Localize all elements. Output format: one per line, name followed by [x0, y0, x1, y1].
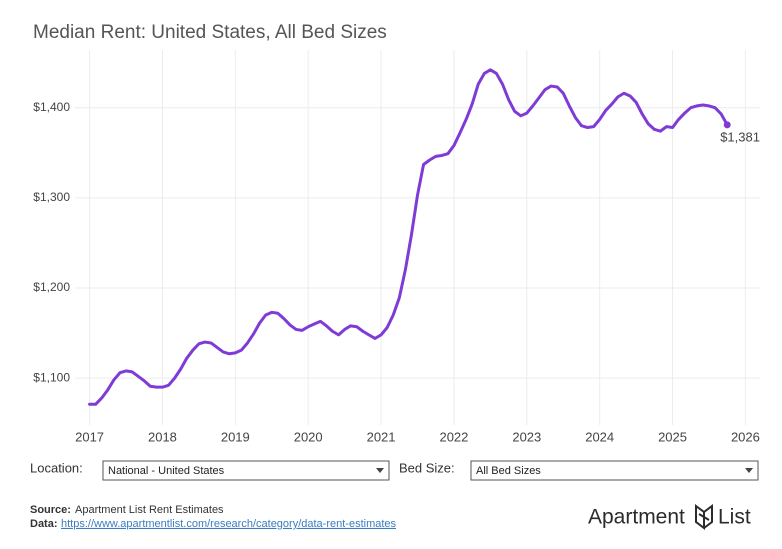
x-tick-label: 2024	[585, 429, 614, 444]
line	[88, 68, 729, 406]
x-tick-label: 2023	[512, 429, 541, 444]
logo-icon	[695, 504, 713, 530]
plot	[88, 68, 731, 406]
source-label: Source:	[30, 504, 71, 516]
source-text: Apartment List Rent Estimates	[75, 504, 224, 516]
logo-text: Apartment	[588, 506, 685, 529]
y-tick-label: $1,100	[33, 370, 70, 384]
location-value: National - United States	[108, 465, 225, 477]
chart-title: Median Rent: United States, All Bed Size…	[33, 22, 387, 43]
grid	[75, 50, 760, 425]
x-tick-label: 2025	[658, 429, 687, 444]
y-tick-label: $1,200	[33, 280, 70, 294]
bed-label: Bed Size:	[399, 460, 455, 475]
bed-value: All Bed Sizes	[476, 465, 541, 477]
x-tick-label: 2019	[221, 429, 250, 444]
x-tick-label: 2018	[148, 429, 177, 444]
y-tick-label: $1,300	[33, 190, 70, 204]
dropdown-arrow	[745, 468, 753, 473]
data-link[interactable]: https://www.apartmentlist.com/research/c…	[61, 518, 397, 530]
data-label: $1,381	[720, 129, 760, 144]
y-tick-label: $1,400	[33, 100, 70, 114]
x-tick-label: 2021	[367, 429, 396, 444]
x-tick-label: 2020	[294, 429, 323, 444]
logo-text: List	[718, 506, 751, 529]
location-dropdown[interactable]	[102, 460, 390, 481]
x-tick-label: 2026	[731, 429, 760, 444]
dropdown-arrow	[376, 468, 384, 473]
location-label: Location:	[30, 460, 83, 475]
x-tick-label: 2017	[75, 429, 104, 444]
data-label: Data:	[30, 518, 58, 530]
bed-dropdown[interactable]	[470, 460, 759, 481]
x-tick-label: 2022	[439, 429, 468, 444]
end-point	[723, 121, 731, 129]
